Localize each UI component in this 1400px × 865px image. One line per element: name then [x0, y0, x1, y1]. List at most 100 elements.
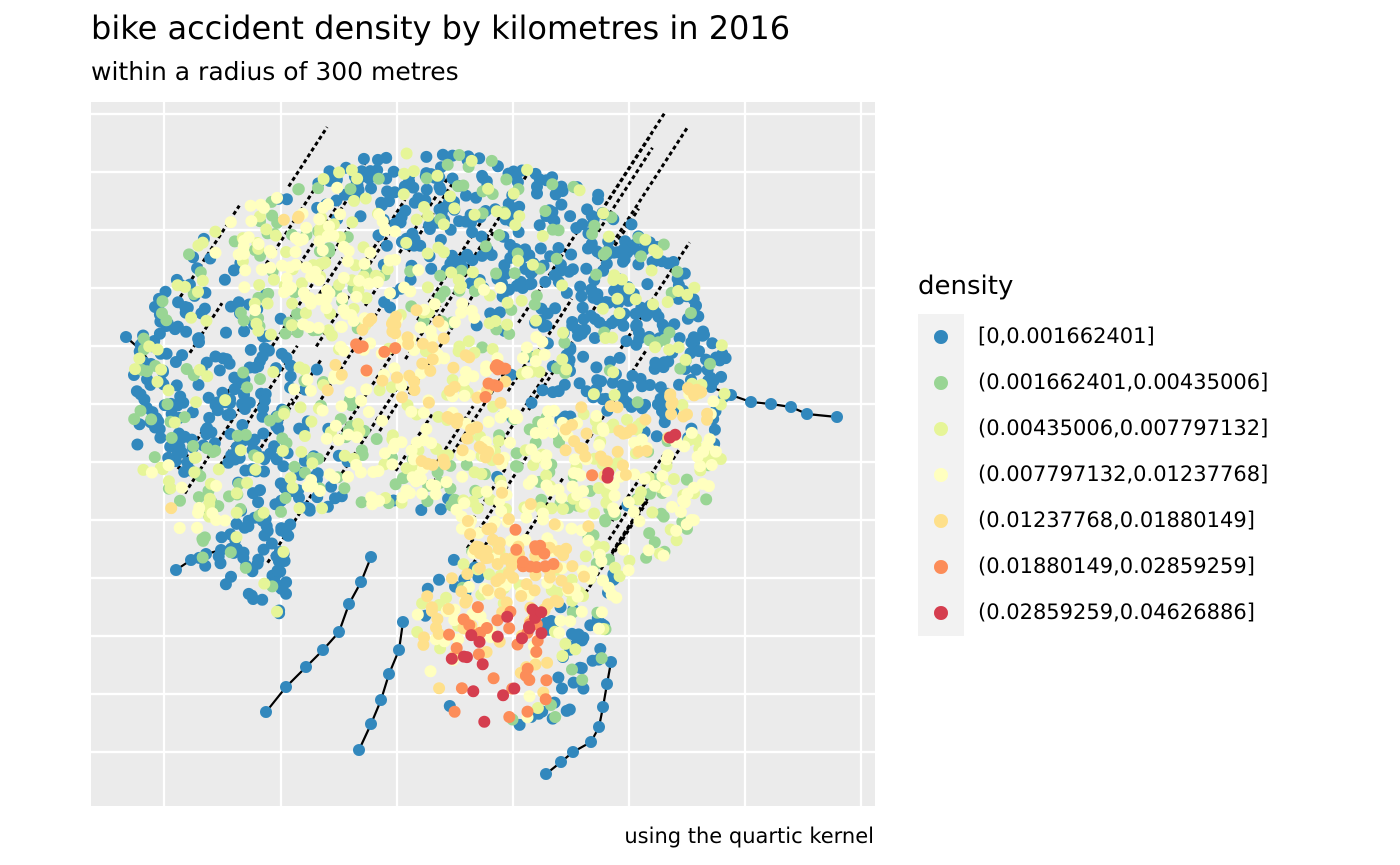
legend-label: (0.00435006,0.007797132]	[978, 416, 1269, 440]
density-point	[693, 345, 705, 358]
density-point	[407, 165, 420, 178]
density-point	[291, 307, 303, 320]
density-point	[279, 327, 292, 340]
density-point	[553, 626, 566, 639]
density-point	[552, 242, 565, 254]
density-point	[663, 343, 676, 356]
density-point	[494, 396, 507, 409]
density-point	[247, 593, 260, 605]
density-point	[451, 180, 464, 193]
density-point	[280, 246, 293, 258]
density-point	[548, 269, 561, 282]
density-point	[563, 265, 576, 278]
density-point	[350, 458, 363, 471]
density-point	[528, 298, 541, 311]
density-point	[306, 457, 319, 470]
density-point	[174, 390, 187, 403]
density-point	[514, 275, 527, 288]
density-points	[120, 147, 843, 780]
density-point	[292, 211, 304, 224]
density-point	[546, 426, 559, 439]
density-point	[275, 347, 288, 360]
street-segment	[532, 298, 574, 360]
density-point	[156, 295, 169, 308]
density-point	[256, 593, 269, 606]
density-point	[595, 606, 608, 619]
density-point	[249, 463, 262, 476]
density-point	[584, 309, 597, 322]
density-point	[313, 293, 326, 306]
density-point	[640, 444, 653, 457]
density-point	[426, 331, 439, 344]
density-point	[420, 150, 433, 163]
density-point	[237, 551, 250, 564]
density-point	[180, 325, 193, 338]
density-point	[486, 343, 499, 355]
density-point	[267, 273, 280, 286]
density-point	[475, 230, 488, 243]
density-point	[433, 573, 445, 586]
density-point	[192, 378, 205, 391]
legend-key-dot	[934, 376, 948, 390]
density-point	[448, 202, 461, 215]
density-point	[353, 274, 366, 287]
density-point	[277, 460, 290, 473]
density-point	[700, 493, 713, 506]
density-point	[696, 329, 709, 342]
density-point	[329, 358, 342, 371]
density-point	[590, 361, 603, 374]
density-point	[575, 605, 588, 618]
density-point	[523, 620, 535, 633]
density-point	[456, 470, 469, 483]
density-point	[480, 622, 493, 634]
density-point	[345, 164, 358, 177]
density-point	[587, 388, 600, 401]
density-point	[497, 689, 510, 702]
density-point	[450, 503, 463, 516]
density-point	[397, 472, 409, 485]
density-point	[495, 505, 508, 518]
density-point	[252, 496, 265, 509]
density-point	[664, 390, 677, 403]
density-point	[556, 353, 569, 366]
density-point	[448, 316, 461, 329]
density-point	[524, 498, 537, 510]
density-point	[701, 407, 714, 420]
density-point	[558, 378, 571, 391]
density-point	[481, 523, 494, 536]
density-point	[241, 476, 254, 489]
density-point	[513, 210, 526, 223]
density-point	[301, 373, 314, 386]
density-point	[383, 668, 395, 680]
density-point	[365, 718, 377, 730]
density-point	[547, 558, 560, 570]
density-point	[607, 274, 620, 286]
density-point	[211, 404, 224, 417]
street-segment	[361, 198, 407, 267]
density-point	[455, 306, 468, 319]
density-point	[200, 314, 213, 327]
density-point	[376, 374, 389, 387]
density-point	[648, 479, 661, 492]
density-point	[360, 383, 373, 396]
density-point	[704, 357, 716, 370]
density-point	[541, 656, 554, 669]
density-point	[410, 213, 423, 226]
density-point	[426, 341, 439, 354]
density-point	[715, 339, 728, 352]
density-point	[437, 218, 450, 231]
density-point	[566, 480, 579, 493]
density-point	[679, 353, 692, 366]
density-point	[257, 506, 270, 519]
density-point	[507, 187, 520, 200]
density-point	[588, 332, 601, 344]
density-point	[176, 349, 189, 362]
density-point	[470, 540, 483, 553]
density-point	[416, 487, 429, 500]
density-point	[462, 335, 475, 348]
density-point	[321, 230, 334, 243]
density-point	[485, 154, 498, 167]
density-point	[447, 361, 460, 374]
legend-key-dot	[934, 468, 948, 482]
density-point	[254, 373, 266, 385]
